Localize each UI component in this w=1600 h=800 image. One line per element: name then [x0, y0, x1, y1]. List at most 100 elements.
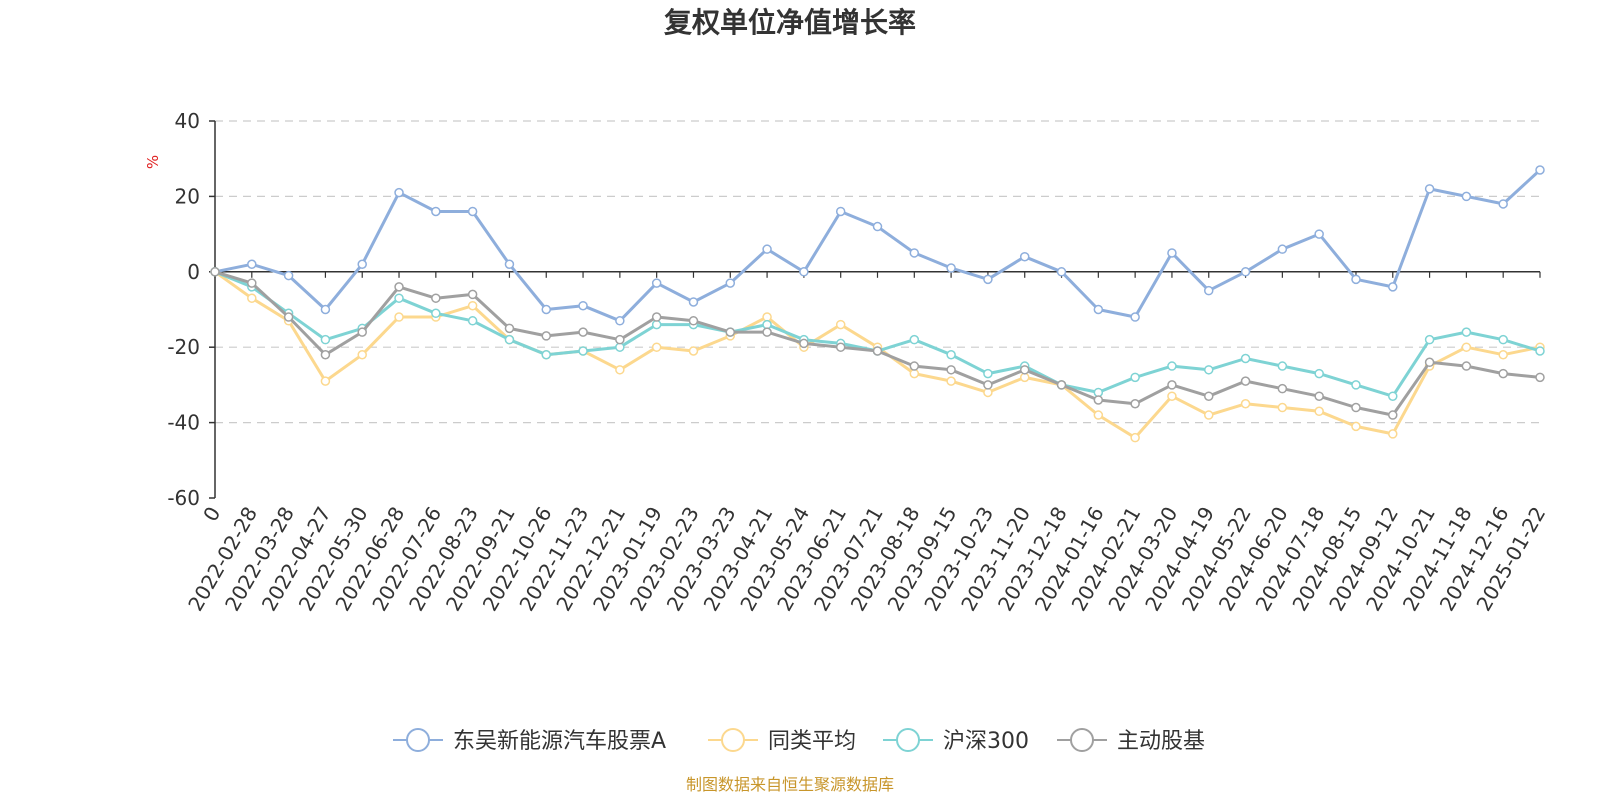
data-point [762, 244, 772, 254]
data-point [541, 304, 551, 315]
data-point [1535, 372, 1545, 383]
series-line [214, 168, 1542, 323]
data-point [467, 289, 478, 300]
data-point [541, 331, 551, 341]
legend-item[interactable]: 主动股基 [1057, 728, 1205, 754]
data-point [1277, 361, 1288, 371]
data-point [1130, 372, 1140, 383]
x-axis: 02022-02-282022-03-282022-04-272022-05-3… [183, 121, 1550, 615]
data-point [357, 349, 367, 360]
data-point [1351, 274, 1361, 285]
data-point [1314, 229, 1324, 239]
data-point [467, 206, 478, 217]
data-point [504, 259, 515, 270]
data-point [1461, 191, 1472, 202]
data-point [1204, 365, 1214, 375]
data-point [320, 304, 331, 315]
data-point [835, 319, 846, 330]
data-point [394, 312, 404, 322]
data-point [320, 334, 331, 345]
data-point [1498, 334, 1508, 345]
data-source-note: 制图数据来自恒生聚源数据库 [686, 775, 894, 794]
y-tick-label: -20 [167, 335, 200, 359]
legend-item[interactable]: 东吴新能源汽车股票A [393, 728, 666, 754]
legend-label: 沪深300 [943, 729, 1029, 754]
data-point [1240, 376, 1251, 386]
data-point [1240, 353, 1251, 364]
data-point [1019, 251, 1030, 262]
data-point [762, 327, 772, 337]
data-point [1277, 383, 1288, 394]
data-point [1498, 349, 1508, 360]
data-point [431, 293, 441, 303]
series-group [210, 165, 1545, 326]
y-tick-label: -60 [167, 486, 200, 510]
data-point [835, 206, 846, 217]
data-point [946, 349, 956, 360]
data-point [1535, 346, 1545, 356]
legend-marker-icon [1070, 728, 1094, 752]
data-point [394, 187, 404, 198]
data-point [983, 380, 993, 390]
data-point [725, 278, 736, 288]
legend-label: 同类平均 [768, 729, 856, 754]
data-point [504, 334, 515, 345]
data-point [1461, 327, 1472, 337]
data-point [909, 248, 920, 258]
data-point [1204, 285, 1214, 296]
data-point [1130, 432, 1140, 443]
data-point [909, 361, 920, 371]
data-point [1351, 421, 1361, 432]
data-point [1314, 391, 1324, 401]
data-point [247, 278, 257, 288]
series-group [210, 267, 1545, 401]
data-point [1461, 361, 1472, 371]
data-point [1240, 399, 1251, 409]
data-point [1277, 402, 1288, 413]
data-point [1424, 334, 1435, 345]
legend-item[interactable]: 沪深300 [883, 728, 1029, 754]
data-point [1388, 410, 1398, 420]
data-point [1314, 406, 1324, 417]
data-point [467, 316, 478, 326]
data-point [1388, 282, 1398, 292]
data-point [872, 346, 883, 356]
data-point [394, 282, 404, 292]
data-point [688, 346, 699, 356]
data-point [1167, 361, 1177, 371]
data-point [799, 338, 809, 349]
data-point [1130, 312, 1140, 322]
legend-label: 东吴新能源汽车股票A [453, 729, 666, 754]
data-point [357, 259, 367, 270]
data-point [1093, 410, 1104, 420]
y-tick-label: -40 [167, 411, 200, 435]
legend-item[interactable]: 同类平均 [708, 728, 856, 754]
data-point [983, 274, 993, 285]
data-point [1093, 304, 1104, 315]
data-point [467, 300, 478, 311]
data-point [615, 365, 625, 375]
data-point [283, 312, 294, 322]
data-point [1424, 184, 1435, 194]
data-point [946, 376, 956, 386]
data-point [1240, 267, 1251, 277]
data-point [1093, 395, 1104, 405]
data-point [394, 293, 404, 303]
data-point [1056, 267, 1067, 277]
data-point [1535, 165, 1545, 175]
data-point [1056, 380, 1067, 390]
y-axis-ticks: 40 20 0 -20 -40 -60 [167, 109, 215, 510]
data-point [320, 376, 331, 386]
data-point [431, 206, 441, 217]
legend-label: 主动股基 [1117, 729, 1205, 754]
data-point [247, 259, 257, 270]
data-point [1130, 399, 1140, 409]
y-tick-label: 20 [175, 184, 200, 208]
data-point [247, 293, 257, 303]
data-point [210, 267, 220, 277]
y-tick-label: 40 [175, 109, 200, 133]
data-point [651, 342, 662, 352]
data-point [1019, 365, 1030, 375]
data-point [1424, 357, 1435, 368]
